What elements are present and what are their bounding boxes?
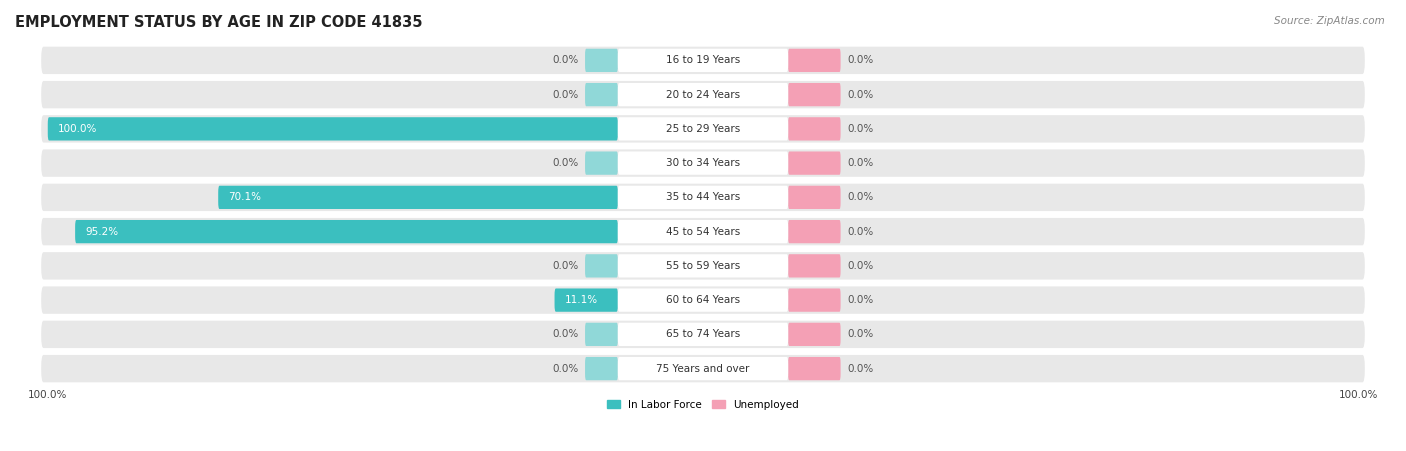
FancyBboxPatch shape	[585, 357, 617, 380]
Text: 95.2%: 95.2%	[84, 226, 118, 237]
FancyBboxPatch shape	[789, 220, 841, 243]
Text: 100.0%: 100.0%	[1339, 390, 1378, 400]
FancyBboxPatch shape	[585, 83, 617, 106]
FancyBboxPatch shape	[617, 357, 789, 380]
Text: 0.0%: 0.0%	[553, 329, 578, 339]
Text: 20 to 24 Years: 20 to 24 Years	[666, 90, 740, 100]
Text: 0.0%: 0.0%	[848, 261, 873, 271]
Text: 60 to 64 Years: 60 to 64 Years	[666, 295, 740, 305]
FancyBboxPatch shape	[41, 46, 1365, 74]
FancyBboxPatch shape	[617, 254, 789, 277]
Text: 100.0%: 100.0%	[58, 124, 97, 134]
FancyBboxPatch shape	[41, 286, 1365, 314]
Text: 0.0%: 0.0%	[848, 124, 873, 134]
FancyBboxPatch shape	[617, 186, 789, 209]
Text: 55 to 59 Years: 55 to 59 Years	[666, 261, 740, 271]
Text: 100.0%: 100.0%	[28, 390, 67, 400]
Text: 0.0%: 0.0%	[848, 158, 873, 168]
Text: 0.0%: 0.0%	[553, 158, 578, 168]
FancyBboxPatch shape	[789, 254, 841, 277]
FancyBboxPatch shape	[789, 152, 841, 175]
FancyBboxPatch shape	[41, 115, 1365, 143]
FancyBboxPatch shape	[789, 117, 841, 141]
FancyBboxPatch shape	[585, 152, 617, 175]
FancyBboxPatch shape	[617, 323, 789, 346]
FancyBboxPatch shape	[585, 49, 617, 72]
Text: 70.1%: 70.1%	[228, 193, 262, 202]
FancyBboxPatch shape	[48, 117, 617, 141]
FancyBboxPatch shape	[617, 49, 789, 72]
Legend: In Labor Force, Unemployed: In Labor Force, Unemployed	[603, 396, 803, 414]
FancyBboxPatch shape	[617, 220, 789, 243]
FancyBboxPatch shape	[41, 252, 1365, 280]
Text: 0.0%: 0.0%	[848, 295, 873, 305]
FancyBboxPatch shape	[554, 289, 617, 312]
FancyBboxPatch shape	[617, 117, 789, 141]
FancyBboxPatch shape	[617, 152, 789, 175]
FancyBboxPatch shape	[41, 81, 1365, 108]
Text: 0.0%: 0.0%	[848, 329, 873, 339]
FancyBboxPatch shape	[41, 184, 1365, 211]
Text: 45 to 54 Years: 45 to 54 Years	[666, 226, 740, 237]
Text: 0.0%: 0.0%	[553, 364, 578, 373]
FancyBboxPatch shape	[789, 83, 841, 106]
Text: 65 to 74 Years: 65 to 74 Years	[666, 329, 740, 339]
Text: 0.0%: 0.0%	[553, 90, 578, 100]
FancyBboxPatch shape	[617, 83, 789, 106]
Text: 0.0%: 0.0%	[848, 364, 873, 373]
Text: 25 to 29 Years: 25 to 29 Years	[666, 124, 740, 134]
Text: EMPLOYMENT STATUS BY AGE IN ZIP CODE 41835: EMPLOYMENT STATUS BY AGE IN ZIP CODE 418…	[15, 15, 422, 30]
FancyBboxPatch shape	[789, 289, 841, 312]
FancyBboxPatch shape	[41, 149, 1365, 177]
Text: 16 to 19 Years: 16 to 19 Years	[666, 55, 740, 65]
FancyBboxPatch shape	[585, 323, 617, 346]
FancyBboxPatch shape	[617, 289, 789, 312]
FancyBboxPatch shape	[789, 323, 841, 346]
FancyBboxPatch shape	[41, 218, 1365, 245]
Text: 35 to 44 Years: 35 to 44 Years	[666, 193, 740, 202]
FancyBboxPatch shape	[75, 220, 617, 243]
Text: 0.0%: 0.0%	[848, 55, 873, 65]
Text: 0.0%: 0.0%	[553, 55, 578, 65]
FancyBboxPatch shape	[789, 49, 841, 72]
FancyBboxPatch shape	[41, 355, 1365, 382]
Text: 0.0%: 0.0%	[848, 226, 873, 237]
Text: 30 to 34 Years: 30 to 34 Years	[666, 158, 740, 168]
FancyBboxPatch shape	[789, 357, 841, 380]
Text: 0.0%: 0.0%	[848, 90, 873, 100]
Text: Source: ZipAtlas.com: Source: ZipAtlas.com	[1274, 16, 1385, 26]
Text: 75 Years and over: 75 Years and over	[657, 364, 749, 373]
Text: 0.0%: 0.0%	[553, 261, 578, 271]
Text: 0.0%: 0.0%	[848, 193, 873, 202]
FancyBboxPatch shape	[41, 321, 1365, 348]
Text: 11.1%: 11.1%	[564, 295, 598, 305]
FancyBboxPatch shape	[789, 186, 841, 209]
FancyBboxPatch shape	[218, 186, 617, 209]
FancyBboxPatch shape	[585, 254, 617, 277]
